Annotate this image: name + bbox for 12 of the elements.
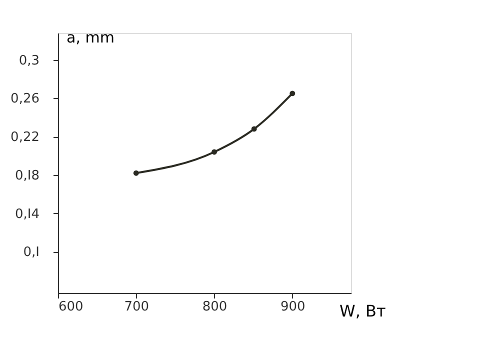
x-tick-label: 700: [124, 300, 150, 314]
y-tick-label: 0,22: [10, 130, 40, 146]
y-axis-title: a, mm: [66, 28, 114, 46]
y-tick-label: 0,I4: [14, 206, 40, 222]
y-tick-label: 0,3: [18, 53, 40, 68]
x-tick-label: 800: [202, 300, 228, 314]
x-axis-title: W, Вт: [340, 302, 386, 320]
y-tick-label: 0,I: [23, 245, 40, 260]
x-tick-label: 900: [280, 300, 306, 314]
y-tick-label: 0,I8: [14, 168, 40, 184]
y-tick-label: 0,26: [10, 92, 40, 107]
x-tick-label: 600: [58, 300, 84, 314]
